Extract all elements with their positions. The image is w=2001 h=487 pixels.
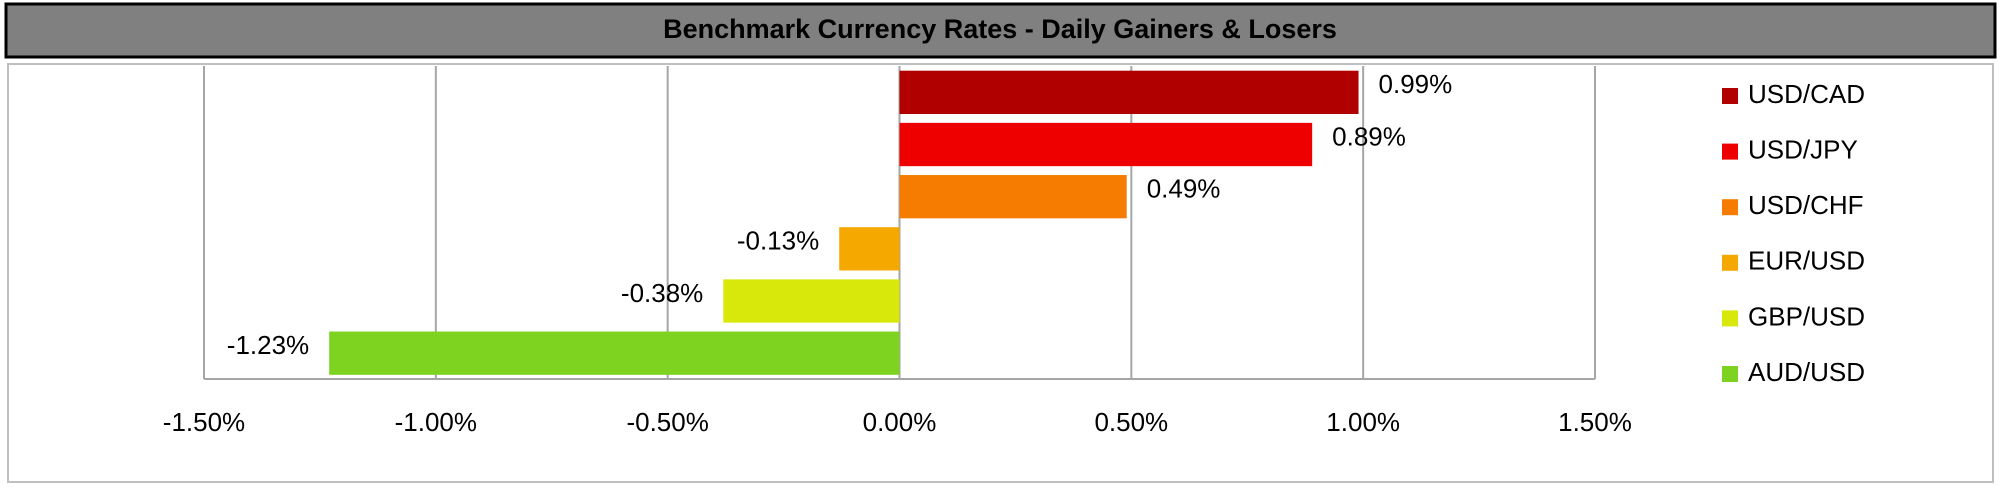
chart-title: Benchmark Currency Rates - Daily Gainers… [663, 14, 1337, 44]
x-tick-label: -0.50% [626, 407, 708, 437]
legend-swatch [1722, 310, 1738, 327]
bar [329, 331, 900, 375]
x-tick-label: 0.50% [1094, 407, 1168, 437]
legend-swatch [1722, 143, 1738, 160]
data-label: 0.49% [1147, 174, 1221, 204]
legend-label: USD/JPY [1748, 134, 1858, 164]
legend-label: AUD/USD [1748, 357, 1865, 387]
x-tick-label: 1.50% [1558, 407, 1632, 437]
legend-swatch [1722, 88, 1738, 104]
legend-label: EUR/USD [1748, 246, 1865, 276]
legend-swatch [1722, 254, 1738, 271]
x-tick-label: -1.00% [395, 407, 477, 437]
bar [723, 279, 900, 323]
data-label: -0.38% [621, 278, 703, 308]
legend-label: GBP/USD [1748, 301, 1865, 331]
legend-swatch [1722, 199, 1738, 216]
legend-label: USD/CHF [1748, 190, 1864, 220]
data-label: -1.23% [227, 330, 309, 360]
legend-swatch [1722, 366, 1738, 382]
data-label: 0.89% [1332, 121, 1406, 151]
data-label: -0.13% [737, 226, 819, 256]
bar [839, 227, 900, 271]
bar [899, 70, 1359, 114]
x-tick-label: 0.00% [863, 407, 937, 437]
data-label: 0.99% [1379, 69, 1453, 99]
title-bar [4, 2, 1997, 59]
bar [899, 175, 1127, 219]
legend-label: USD/CAD [1748, 79, 1865, 109]
bar [899, 122, 1313, 167]
x-tick-label: 1.00% [1326, 407, 1400, 437]
x-tick-label: -1.50% [163, 407, 245, 437]
